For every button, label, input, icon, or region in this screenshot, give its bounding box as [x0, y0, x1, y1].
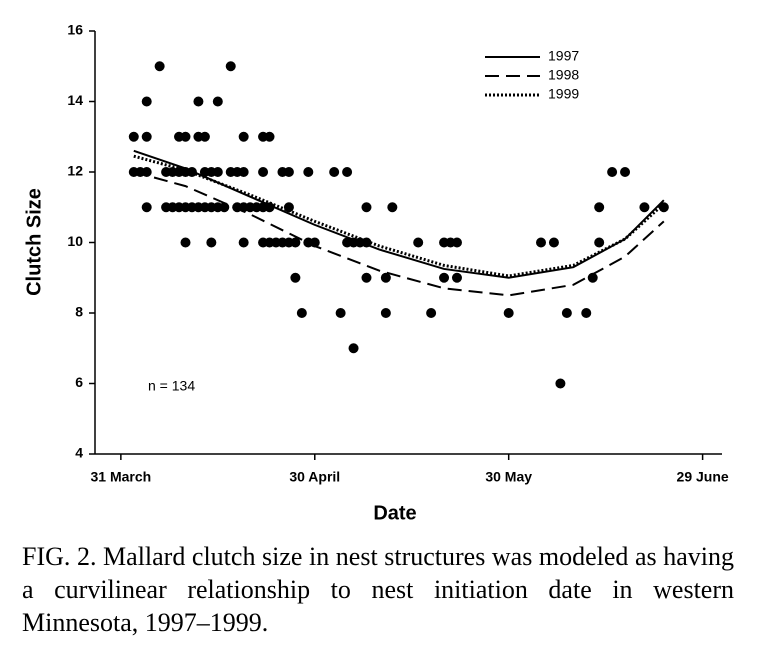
fit-line — [133, 171, 665, 297]
y-tick-label: 14 — [67, 92, 83, 108]
x-tick-label: 29 June — [677, 469, 729, 485]
data-point — [607, 167, 618, 177]
data-point — [555, 378, 566, 389]
data-point — [141, 131, 152, 142]
data-point — [141, 167, 152, 177]
data-point — [212, 96, 223, 107]
fit-line — [133, 154, 665, 278]
data-point — [587, 272, 598, 283]
data-point — [594, 237, 605, 248]
data-point — [128, 131, 139, 142]
data-point — [561, 308, 572, 318]
data-point — [193, 96, 204, 107]
data-point — [451, 237, 462, 248]
data-point — [238, 131, 249, 142]
data-point — [290, 272, 301, 283]
data-point — [329, 167, 340, 177]
data-point — [413, 237, 424, 248]
y-tick-label: 4 — [75, 445, 83, 461]
data-point — [206, 237, 217, 248]
caption: FIG. 2. Mallard clutch size in nest stru… — [22, 542, 734, 637]
data-point — [639, 202, 650, 213]
data-point — [199, 131, 210, 142]
data-point — [380, 272, 391, 283]
data-point — [342, 167, 353, 177]
data-point — [283, 167, 294, 177]
data-point — [180, 237, 191, 248]
data-point — [212, 167, 223, 177]
data-point — [141, 202, 152, 213]
data-point — [361, 202, 372, 213]
data-point — [238, 237, 249, 248]
x-tick-label: 30 May — [485, 469, 532, 485]
data-point — [238, 167, 249, 177]
data-point — [264, 131, 275, 142]
data-point — [154, 61, 165, 72]
y-tick-label: 6 — [75, 374, 83, 390]
data-point — [503, 308, 514, 318]
legend-label: 1997 — [548, 48, 579, 64]
y-axis-title: Clutch Size — [23, 188, 45, 296]
x-tick-label: 31 March — [91, 469, 152, 485]
data-point — [335, 308, 346, 318]
y-tick-label: 10 — [67, 233, 83, 249]
y-tick-label: 16 — [67, 22, 83, 38]
data-point — [186, 167, 197, 177]
data-point — [426, 308, 437, 318]
legend-label: 1999 — [548, 86, 579, 102]
data-point — [264, 202, 275, 213]
data-point — [594, 202, 605, 213]
data-point — [296, 308, 307, 318]
x-tick-label: 30 April — [289, 469, 340, 485]
legend-label: 1998 — [548, 67, 579, 83]
chart: Clutch Size Date n = 134 4 6 8 10 12 14 16 31 M… — [23, 22, 729, 525]
data-point — [548, 237, 559, 248]
data-point — [439, 272, 450, 283]
data-point — [258, 167, 269, 177]
data-point — [303, 167, 314, 177]
y-tick-label: 8 — [75, 304, 83, 320]
data-point — [290, 237, 301, 248]
data-point — [387, 202, 398, 213]
data-point — [581, 308, 592, 318]
x-axis-title: Date — [373, 502, 416, 524]
data-point — [180, 131, 191, 142]
annotation: n = 134 — [148, 378, 195, 394]
data-point — [620, 167, 631, 177]
data-point — [283, 202, 294, 213]
data-point — [141, 96, 152, 107]
data-point — [225, 61, 236, 72]
data-point — [361, 237, 372, 248]
data-point — [658, 202, 669, 213]
data-point — [348, 343, 359, 354]
data-point — [380, 308, 391, 318]
data-point — [219, 202, 230, 213]
data-point — [361, 272, 372, 283]
y-tick-label: 12 — [67, 163, 83, 179]
data-point — [451, 272, 462, 283]
data-point — [309, 237, 320, 248]
data-point — [536, 237, 547, 248]
